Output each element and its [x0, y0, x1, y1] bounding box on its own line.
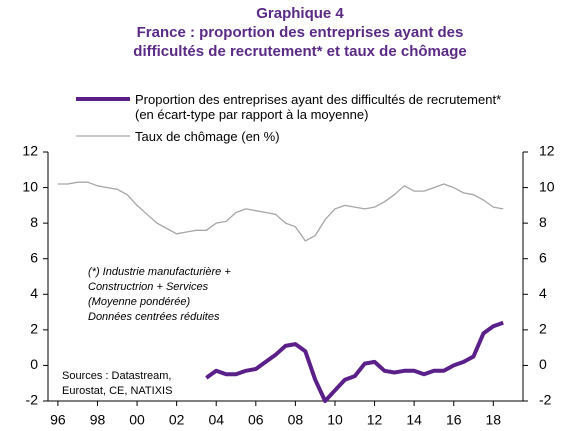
y-tick-label: 0: [30, 356, 38, 372]
y-tick-label: 2: [30, 321, 38, 337]
y2-tick-label: -2: [539, 392, 552, 408]
y2-tick-label: 4: [539, 285, 547, 301]
x-tick-label: 98: [90, 412, 106, 428]
y2-tick-label: 12: [539, 143, 555, 159]
y2-tick-label: 10: [539, 178, 555, 194]
chart-title: difficultés de recrutement* et taux de c…: [133, 43, 466, 60]
source: Sources : Datastream,: [62, 370, 171, 382]
x-tick-label: 04: [208, 412, 224, 428]
y2-tick-label: 6: [539, 249, 547, 265]
x-tick-label: 02: [169, 412, 185, 428]
x-tick-label: 00: [129, 412, 145, 428]
y2-tick-label: 8: [539, 214, 547, 230]
chart-title: Graphique 4: [256, 5, 344, 22]
y-tick-label: -2: [26, 392, 39, 408]
y-tick-label: 10: [22, 178, 38, 194]
series-line: [57, 181, 504, 242]
y-tick-label: 8: [30, 214, 38, 230]
legend-label: Proportion des entreprises ayant des dif…: [135, 92, 502, 122]
y-tick-label: 6: [30, 249, 38, 265]
annotation: Constructrion + Services: [88, 281, 209, 293]
source: Eurostat, CE, NATIXIS: [62, 385, 172, 397]
x-tick-label: 18: [486, 412, 502, 428]
x-tick-label: 16: [446, 412, 462, 428]
series-line: [205, 320, 504, 403]
x-tick-label: 06: [248, 412, 264, 428]
x-tick-label: 14: [406, 412, 422, 428]
annotation: (Moyenne pondérée): [88, 296, 190, 308]
annotation: (*) Industrie manufacturière +: [88, 266, 231, 278]
y2-tick-label: 2: [539, 321, 547, 337]
x-tick-label: 10: [327, 412, 343, 428]
x-tick-label: 96: [50, 412, 66, 428]
x-tick-label: 08: [288, 412, 304, 428]
chart-title: France : proportion des entreprises ayan…: [137, 24, 464, 41]
y2-tick-label: 0: [539, 356, 547, 372]
legend-label: Taux de chômage (en %): [135, 129, 280, 144]
y-tick-label: 4: [30, 285, 38, 301]
annotation: Données centrées réduites: [88, 311, 220, 323]
x-tick-label: 12: [367, 412, 383, 428]
y-tick-label: 12: [22, 143, 38, 159]
